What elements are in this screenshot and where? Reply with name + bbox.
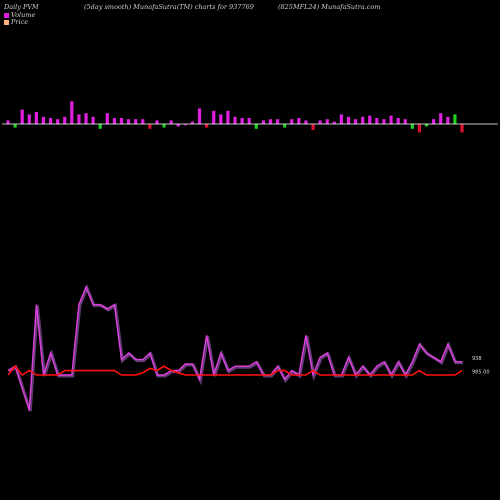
volume-bar	[353, 119, 358, 124]
volume-bar	[453, 114, 457, 124]
volume-bar	[169, 120, 173, 124]
volume-bar	[77, 114, 81, 124]
volume-bar	[148, 124, 152, 129]
volume-bar	[105, 113, 109, 124]
volume-bar	[219, 114, 223, 124]
volume-bar	[283, 124, 287, 128]
volume-bar	[119, 118, 124, 124]
legend-volume: Volume	[4, 11, 35, 19]
volume-line-shadow	[8, 283, 463, 412]
volume-bar	[439, 113, 443, 124]
legend-price: Price	[4, 18, 28, 26]
volume-bars-group	[6, 101, 464, 133]
volume-bar	[84, 113, 88, 124]
volume-bar	[368, 115, 372, 124]
volume-bar	[98, 124, 102, 129]
volume-bar	[346, 116, 351, 124]
volume-bar	[396, 118, 400, 124]
volume-bar	[275, 119, 280, 124]
volume-bar	[382, 119, 386, 124]
volume-bar	[13, 124, 17, 128]
volume-bar	[432, 119, 436, 124]
volume-bar	[339, 114, 344, 124]
volume-bar	[197, 108, 202, 124]
volume-bar	[226, 110, 230, 124]
volume-bar	[6, 120, 10, 124]
volume-bar	[311, 124, 315, 130]
price-line	[7, 364, 463, 377]
volume-bar	[403, 119, 407, 124]
volume-bar	[205, 124, 209, 128]
volume-bar	[134, 119, 138, 124]
price-end-label: 985.00	[472, 370, 490, 376]
legend-price-label: Price	[11, 18, 29, 26]
volume-bar	[155, 120, 159, 124]
chart-title: (5day smooth) MunafaSutra(TM) charts for…	[84, 3, 254, 11]
volume-bar	[212, 110, 216, 124]
volume-bar	[318, 120, 322, 124]
volume-bar	[70, 101, 74, 124]
volume-bar	[304, 120, 308, 124]
volume-bar	[112, 118, 117, 124]
legend-price-swatch	[4, 19, 9, 25]
volume-bar	[290, 119, 294, 124]
legend-volume-swatch	[4, 12, 9, 18]
volume-bar	[389, 115, 393, 124]
volume-bar	[268, 119, 273, 124]
volume-bar	[190, 121, 195, 124]
volume-bar	[20, 109, 24, 124]
volume-bar	[325, 119, 329, 124]
volume-bar	[63, 116, 67, 124]
volume-bar	[176, 124, 180, 127]
volume-bar	[240, 118, 244, 124]
volume-bar	[460, 124, 464, 133]
volume-bar	[410, 124, 414, 129]
volume-bar	[254, 124, 258, 129]
volume-bar	[91, 116, 95, 124]
chart-symbol: (825MFL24) MunafaSutra.com	[278, 3, 381, 11]
volume-bar	[375, 118, 379, 124]
volume-bar	[261, 120, 265, 124]
volume-bar	[126, 119, 131, 124]
volume-bar	[34, 112, 38, 124]
volume-bar	[233, 116, 237, 124]
volume-bar	[424, 124, 429, 127]
volume-bar	[141, 119, 145, 124]
volume-bar	[247, 118, 251, 124]
volume-bar	[41, 116, 46, 124]
volume-bar	[56, 119, 60, 124]
chart-type-label: Daily PVM	[4, 3, 39, 11]
volume-bar	[162, 124, 166, 128]
volume-bar	[48, 118, 53, 124]
volume-bar	[27, 114, 31, 124]
volume-end-label: 938	[472, 356, 482, 362]
volume-bar	[183, 124, 187, 126]
volume-bar	[417, 124, 422, 133]
legend-volume-label: Volume	[11, 11, 36, 19]
lines-group	[7, 283, 463, 412]
volume-bar	[361, 116, 365, 124]
volume-bar	[297, 118, 301, 124]
volume-line	[7, 285, 462, 411]
volume-bar	[446, 116, 450, 124]
volume-bar	[332, 121, 336, 124]
